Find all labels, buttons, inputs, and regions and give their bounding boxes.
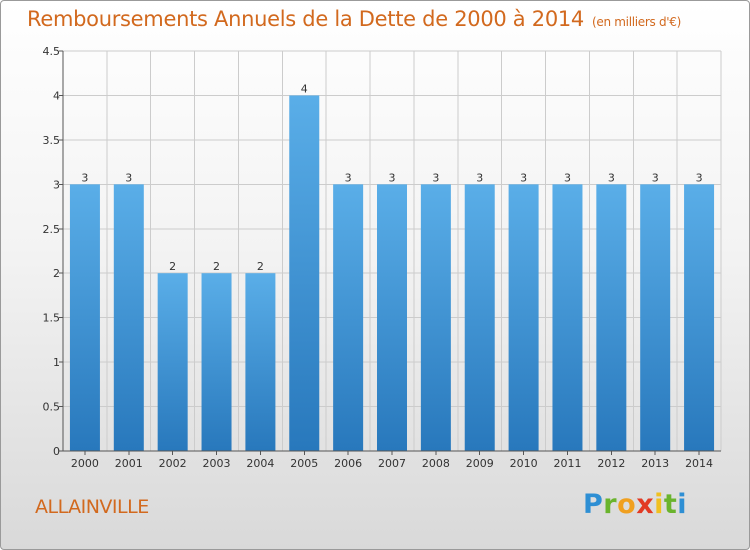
bar-value-label: 3 — [125, 171, 132, 184]
bar-2000 — [69, 184, 100, 452]
bar-2002 — [157, 273, 188, 451]
bar-2006 — [333, 184, 364, 452]
bar-2014 — [684, 184, 715, 452]
bar-2012 — [596, 184, 627, 452]
bar-2007 — [377, 184, 407, 452]
bar-2004 — [245, 273, 276, 451]
x-tick-label: 2007 — [378, 457, 406, 470]
x-tick-label: 2010 — [510, 457, 538, 470]
y-tick-label: 2.5 — [43, 223, 61, 236]
y-tick-label: 3.5 — [43, 134, 61, 147]
bar-value-label: 3 — [476, 171, 483, 184]
x-tick-label: 2000 — [71, 457, 99, 470]
bar-value-label: 3 — [608, 171, 615, 184]
x-tick-label: 2014 — [685, 457, 713, 470]
y-tick-label: 1.5 — [43, 312, 61, 325]
bar-value-label: 4 — [301, 82, 308, 95]
bar-2003 — [201, 273, 232, 451]
bar-value-label: 2 — [257, 260, 264, 273]
x-tick-label: 2002 — [159, 457, 187, 470]
x-tick-label: 2011 — [553, 457, 581, 470]
bar-value-label: 2 — [169, 260, 176, 273]
bar-2008 — [420, 184, 451, 452]
bar-value-label: 3 — [81, 171, 88, 184]
x-tick-label: 2012 — [597, 457, 625, 470]
bar-2010 — [508, 184, 539, 452]
x-tick-label: 2006 — [334, 457, 362, 470]
bar-2009 — [464, 184, 495, 452]
bar-layer — [69, 95, 715, 452]
proxiti-logo: Proxiti — [583, 489, 688, 520]
city-name: ALLAINVILLE — [35, 496, 149, 518]
x-tick-label: 2003 — [203, 457, 231, 470]
y-tick-label: 2 — [53, 267, 60, 280]
x-tick-label: 2004 — [246, 457, 274, 470]
bar-value-label: 3 — [520, 171, 527, 184]
y-tick-label: 1 — [53, 356, 60, 369]
x-tick-label: 2009 — [466, 457, 494, 470]
chart-subtitle: (en milliers d'€) — [592, 15, 682, 29]
label-layer: 0 0.5 1 1.5 2 2.5 3 3.5 4 4.5 3 2000 3 2001 2 2002 2 2003… — [43, 45, 714, 470]
x-tick-label: 2008 — [422, 457, 450, 470]
x-tick-label: 2013 — [641, 457, 669, 470]
bar-value-label: 3 — [389, 171, 396, 184]
bar-value-label: 3 — [696, 171, 703, 184]
y-tick-label: 3 — [53, 178, 60, 191]
bar-2005 — [289, 95, 320, 451]
bar-value-label: 3 — [652, 171, 659, 184]
bar-value-label: 3 — [564, 171, 571, 184]
bar-value-label: 3 — [345, 171, 352, 184]
y-tick-label: 0 — [53, 445, 60, 458]
x-tick-label: 2005 — [290, 457, 318, 470]
bar-value-label: 3 — [432, 171, 439, 184]
axis-layer — [59, 50, 721, 455]
x-tick-label: 2001 — [115, 457, 143, 470]
y-tick-label: 4.5 — [43, 45, 61, 58]
chart-title: Remboursements Annuels de la Dette de 20… — [27, 7, 681, 31]
bar-2001 — [113, 184, 144, 452]
bar-value-label: 2 — [213, 260, 220, 273]
chart-title-text: Remboursements Annuels de la Dette de 20… — [27, 7, 584, 31]
y-tick-label: 4 — [53, 89, 60, 102]
y-tick-label: 0.5 — [43, 401, 61, 414]
bar-2013 — [640, 184, 671, 452]
bar-2011 — [552, 184, 583, 452]
